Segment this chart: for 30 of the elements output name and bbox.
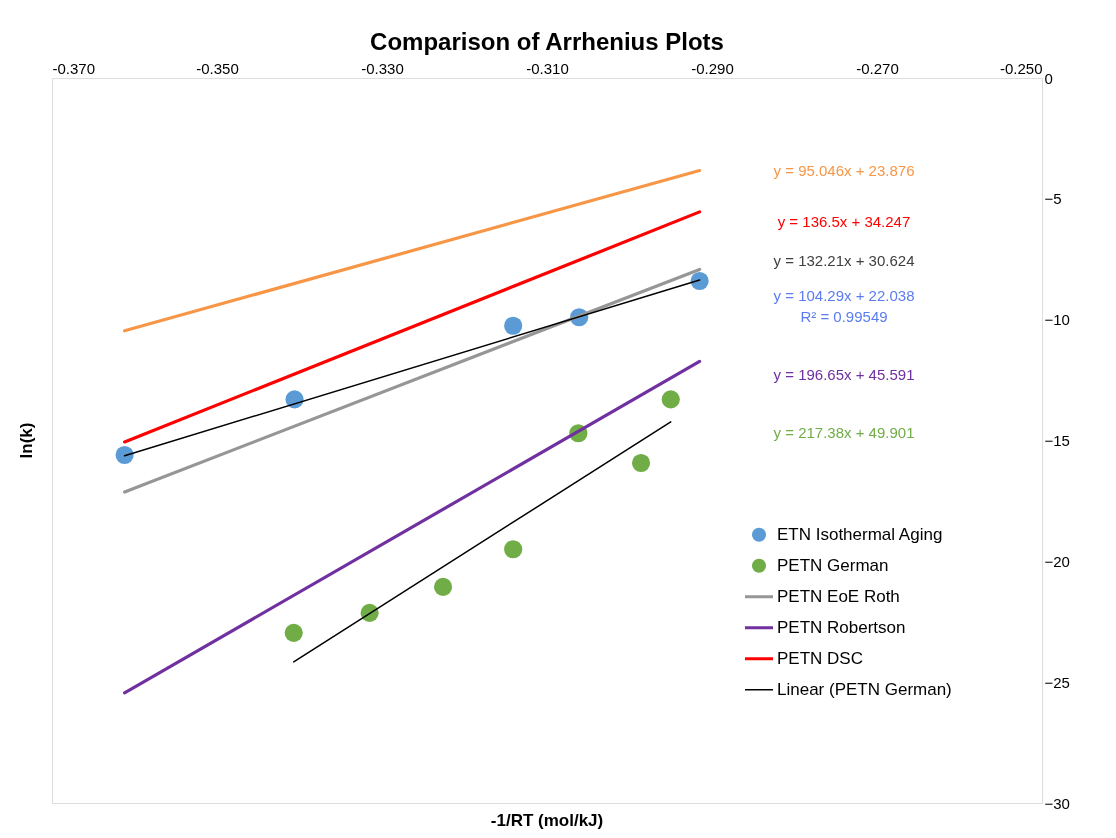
annotation: y = 136.5x + 34.247 bbox=[777, 212, 911, 230]
x-axis-title: -1/RT (mol/kJ) bbox=[490, 811, 604, 830]
legend-label: Linear (PETN German) bbox=[777, 679, 952, 699]
y-tick-label: −30 bbox=[1044, 794, 1070, 812]
x-tick-label: -0.250 bbox=[999, 59, 1043, 77]
y-axis-title: ln(k) bbox=[17, 422, 36, 459]
legend-label: PETN German bbox=[777, 555, 889, 575]
annotation: y = 104.29x + 22.038 bbox=[773, 286, 915, 304]
legend-label: PETN EoE Roth bbox=[777, 586, 900, 606]
x-tick-label: -0.310 bbox=[526, 59, 569, 77]
x-tick-label: -0.330 bbox=[361, 59, 404, 77]
annotation: y = 217.38x + 49.901 bbox=[773, 424, 915, 442]
x-tick-label: -0.350 bbox=[196, 59, 239, 77]
y-tick-label: −5 bbox=[1044, 190, 1062, 208]
y-tick-label: −20 bbox=[1044, 552, 1070, 570]
y-tick-label: 0 bbox=[1044, 69, 1053, 87]
y-tick-label: −25 bbox=[1044, 673, 1070, 691]
x-tick-label: -0.270 bbox=[856, 59, 899, 77]
annotation: y = 132.21x + 30.624 bbox=[773, 251, 915, 269]
y-tick-label: −15 bbox=[1044, 432, 1070, 449]
legend-label: ETN Isothermal Aging bbox=[777, 524, 943, 544]
x-tick-label: -0.370 bbox=[52, 59, 96, 77]
x-tick-label: -0.290 bbox=[691, 59, 734, 77]
legend-label: PETN Robertson bbox=[777, 617, 906, 637]
annotation: y = 95.046x + 23.876 bbox=[773, 161, 915, 179]
y-tick-label: −10 bbox=[1044, 311, 1070, 329]
legend-label: PETN DSC bbox=[777, 648, 863, 668]
annotation: R² = 0.99549 bbox=[800, 307, 888, 325]
chart-title: Comparison of Arrhenius Plots bbox=[370, 28, 724, 55]
annotation: y = 196.65x + 45.591 bbox=[773, 366, 915, 384]
